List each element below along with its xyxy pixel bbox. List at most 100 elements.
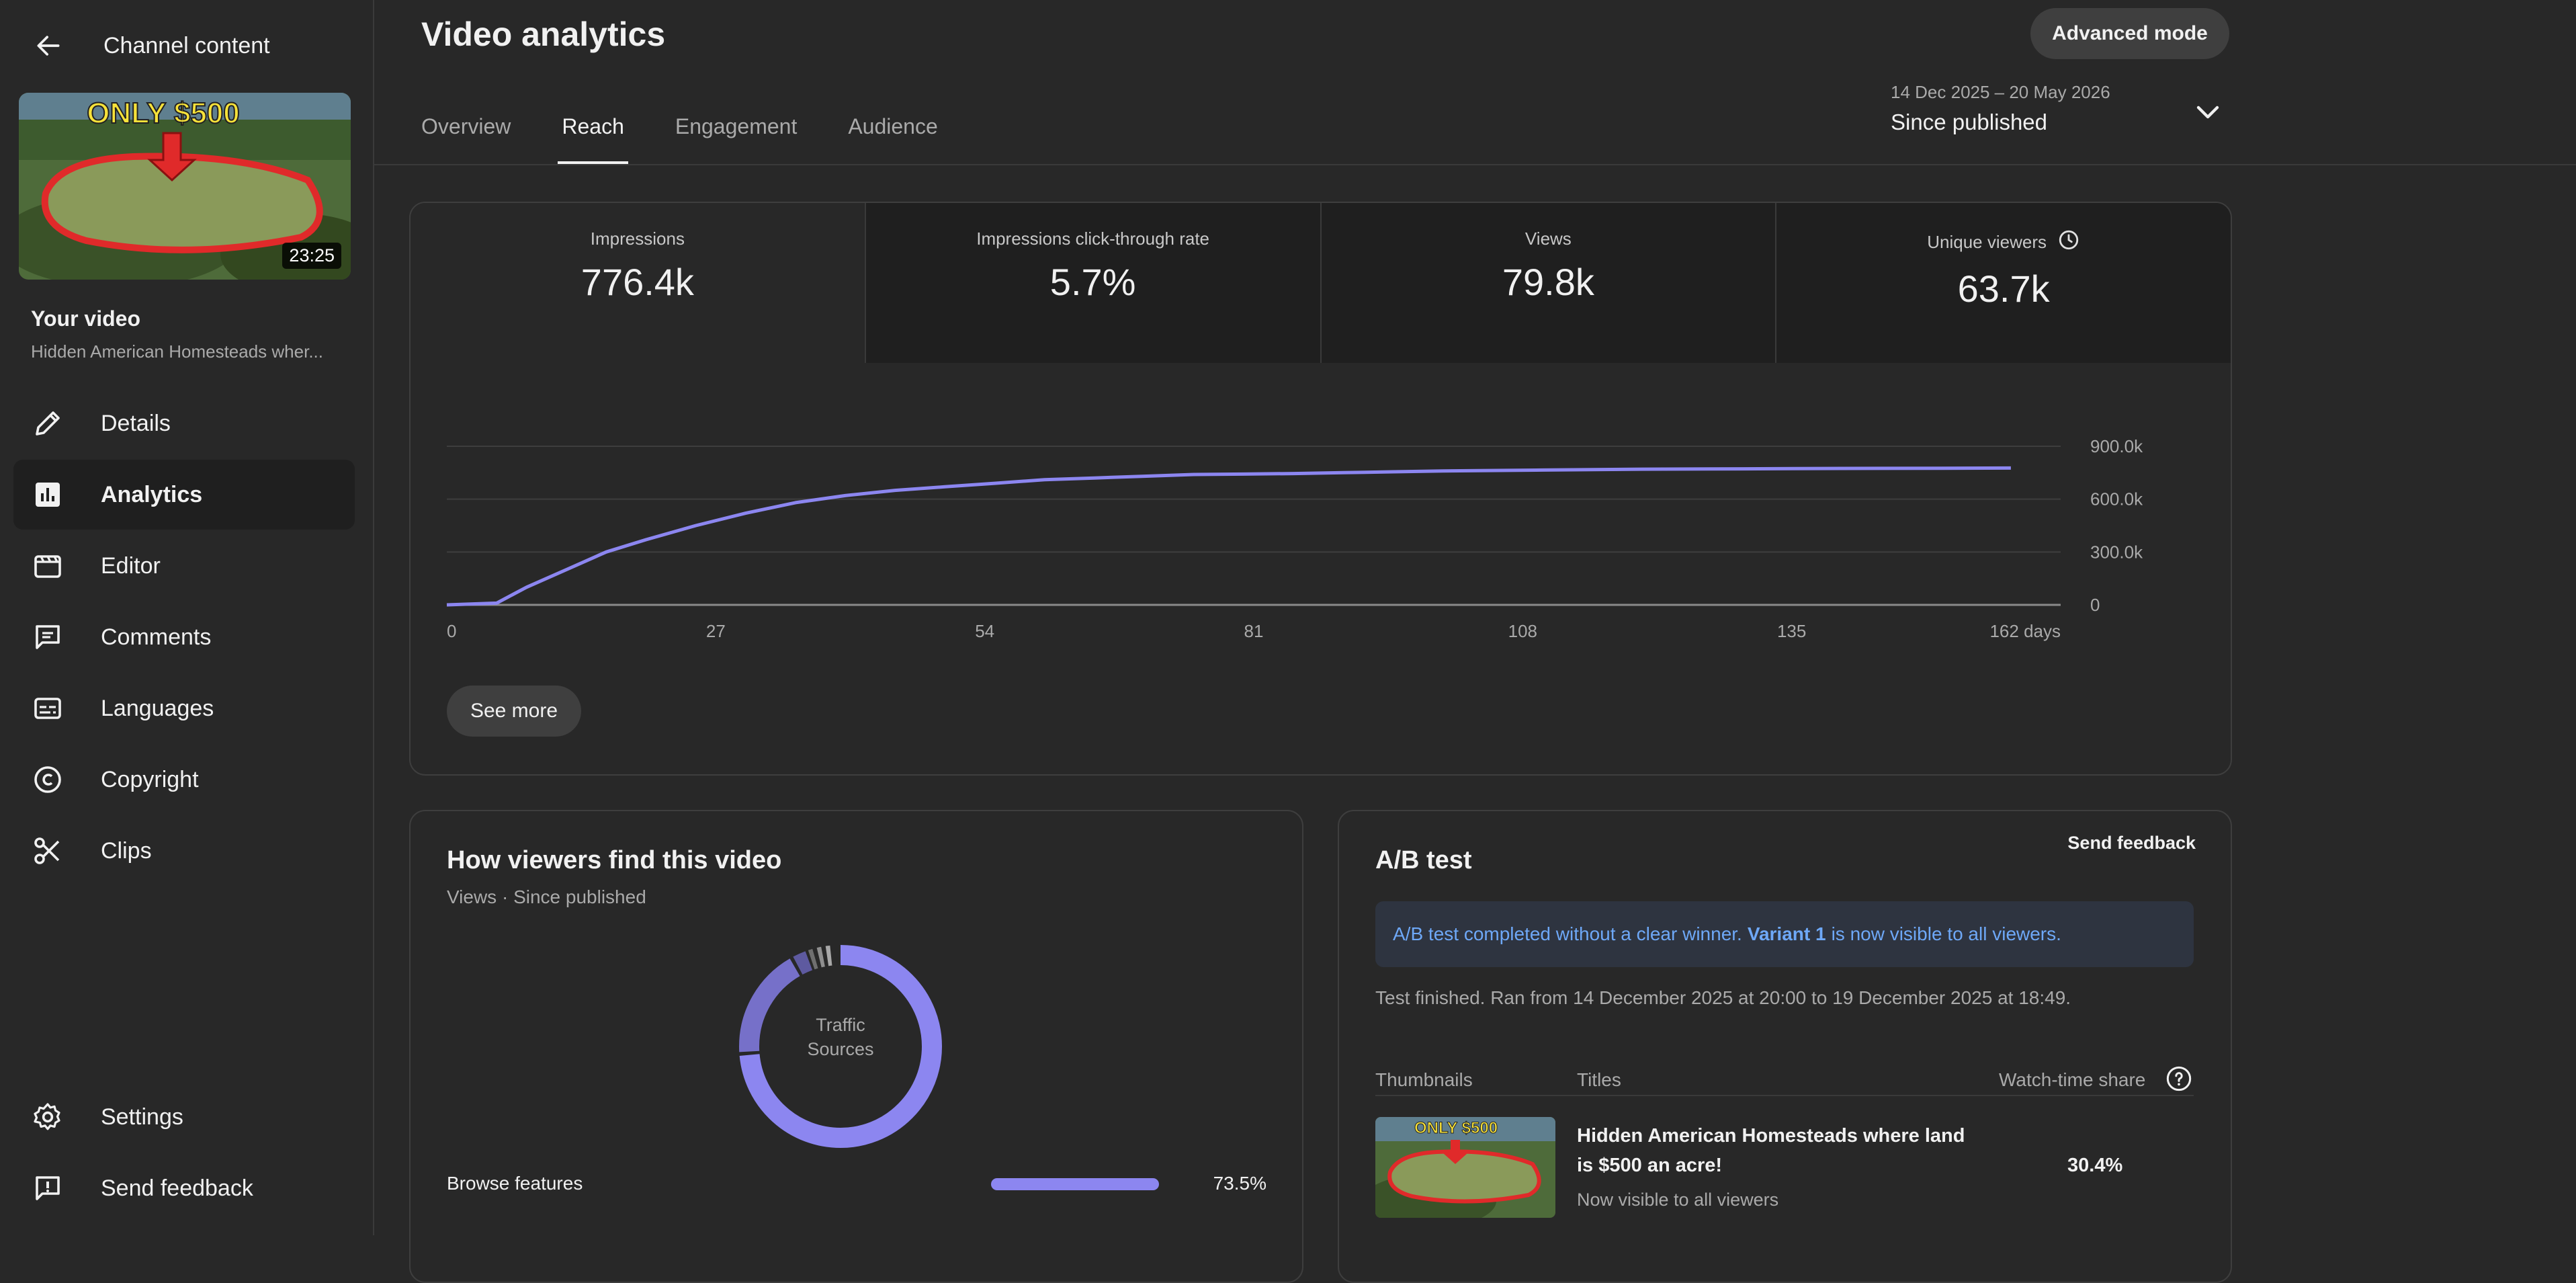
- donut-center-label: Traffic Sources: [740, 1013, 941, 1061]
- traffic-source-bar: [991, 1178, 1219, 1190]
- variant-status: Now visible to all viewers: [1577, 1190, 1779, 1210]
- traffic-source-name: Browse features: [447, 1173, 583, 1194]
- y-tick-label: 0: [2090, 595, 2100, 615]
- analytics-icon: [30, 477, 66, 513]
- see-more-button[interactable]: See more: [447, 686, 581, 737]
- x-tick-label: 135: [1777, 621, 1806, 641]
- donut-label-line1: Traffic: [816, 1015, 865, 1035]
- copyright-icon: [30, 761, 66, 798]
- variant-thumbnail-text: ONLY $500: [1414, 1119, 1498, 1137]
- metric-label: Impressions click-through rate: [976, 229, 1210, 249]
- sidebar-item-label: Comments: [101, 624, 212, 650]
- y-tick-label: 900.0k: [2090, 436, 2143, 456]
- metric-views[interactable]: Views 79.8k: [1320, 203, 1776, 363]
- sidebar-item-editor[interactable]: Editor: [13, 531, 355, 601]
- metric-label: Views: [1525, 229, 1572, 249]
- x-tick-label: 108: [1508, 621, 1537, 641]
- sidebar-item-details[interactable]: Details: [13, 388, 355, 458]
- traffic-sources-donut: [739, 945, 942, 1148]
- traffic-source-row[interactable]: Browse features 73.5%: [447, 1167, 1266, 1201]
- metric-value: 776.4k: [581, 261, 694, 303]
- variant-thumbnail: ONLY $500: [1375, 1117, 1555, 1218]
- sidebar-item-label: Clips: [101, 837, 152, 864]
- ab-test-card: A/B test Send feedback A/B test complete…: [1338, 810, 2232, 1283]
- x-tick-label: 27: [706, 621, 726, 641]
- metric-ctr[interactable]: Impressions click-through rate 5.7%: [864, 203, 1320, 363]
- subtitles-icon: [30, 690, 66, 727]
- sidebar-item-label: Details: [101, 410, 171, 436]
- pencil-icon: [30, 405, 66, 442]
- table-row[interactable]: ONLY $500 Hidden American Homesteads whe…: [1375, 1117, 2194, 1218]
- thumbnail-image: ONLY $500: [19, 93, 351, 280]
- ab-test-finished-text: Test finished. Ran from 14 December 2025…: [1375, 987, 2071, 1008]
- banner-text-end: is now visible to all viewers.: [1831, 923, 2061, 944]
- tab-reach[interactable]: Reach: [558, 101, 628, 165]
- video-title: Hidden American Homesteads wher...: [31, 341, 323, 362]
- back-arrow-icon[interactable]: [31, 28, 66, 63]
- x-tick-label: 54: [975, 621, 994, 641]
- traffic-source-bar-fill: [991, 1178, 1159, 1190]
- card-title: How viewers find this video: [447, 846, 782, 874]
- feedback-icon: [30, 1170, 66, 1206]
- your-video-heading: Your video: [31, 306, 140, 331]
- sidebar-item-analytics[interactable]: Analytics: [13, 460, 355, 530]
- y-tick-label: 300.0k: [2090, 542, 2143, 562]
- back-to-channel-content[interactable]: Channel content: [31, 27, 270, 65]
- traffic-sources-card: How viewers find this video Views · Sinc…: [409, 810, 1303, 1283]
- impressions-line-chart: 0 300.0k 600.0k 900.0k 0 27 54 81 108 135 162 days: [446, 436, 2143, 641]
- variant-watch-time-share: 30.4%: [2067, 1155, 2123, 1176]
- sidebar-item-copyright[interactable]: Copyright: [13, 745, 355, 815]
- date-range-text: 14 Dec 2025 – 20 May 2026: [1891, 82, 2110, 102]
- clock-icon: [2057, 229, 2080, 256]
- col-titles: Titles: [1577, 1069, 1621, 1090]
- y-tick-label: 600.0k: [2090, 489, 2143, 509]
- donut-segment-browse: [739, 945, 942, 1148]
- metric-value: 79.8k: [1502, 261, 1594, 303]
- tab-overview[interactable]: Overview: [421, 114, 511, 138]
- page-title: Video analytics: [421, 15, 666, 53]
- metric-unique-viewers[interactable]: Unique viewers 63.7k: [1775, 203, 2231, 363]
- ab-table-header: Thumbnails Titles Watch-time share: [1375, 1065, 2194, 1096]
- date-range-picker[interactable]: 14 Dec 2025 – 20 May 2026 Since publishe…: [1891, 82, 2110, 135]
- sidebar-item-label: Languages: [101, 695, 214, 721]
- date-range-label: Since published: [1891, 110, 2047, 134]
- metric-impressions[interactable]: Impressions 776.4k: [411, 203, 865, 363]
- chevron-down-icon[interactable]: [2192, 99, 2224, 130]
- sidebar-item-label: Copyright: [101, 766, 199, 792]
- sidebar-item-label: Settings: [101, 1104, 183, 1130]
- sidebar-item-comments[interactable]: Comments: [13, 602, 355, 672]
- x-tick-label: 0: [447, 621, 456, 641]
- metric-label: Unique viewers: [1927, 232, 2047, 252]
- sidebar-item-settings[interactable]: Settings: [13, 1082, 355, 1152]
- video-thumbnail[interactable]: ONLY $500 23:25: [19, 93, 351, 280]
- traffic-source-pct: 73.5%: [1213, 1173, 1266, 1194]
- reach-card: Impressions 776.4k Impressions click-thr…: [409, 202, 2232, 776]
- banner-text: A/B test completed without a clear winne…: [1393, 923, 1742, 944]
- col-thumbnails: Thumbnails: [1375, 1069, 1473, 1090]
- card-subtitle: Views · Since published: [447, 886, 646, 907]
- send-feedback-link[interactable]: Send feedback: [2067, 833, 2196, 853]
- sidebar-item-clips[interactable]: Clips: [13, 816, 355, 886]
- editor-icon: [30, 548, 66, 584]
- tab-audience[interactable]: Audience: [848, 114, 938, 138]
- donut-segment-suggested: [739, 945, 942, 1148]
- sidebar: Channel content ONLY $500 23:25 Your vid…: [0, 0, 374, 1235]
- banner-variant: Variant 1: [1747, 923, 1826, 944]
- sidebar-item-send-feedback[interactable]: Send feedback: [13, 1153, 355, 1223]
- tab-engagement[interactable]: Engagement: [675, 114, 798, 138]
- advanced-mode-button[interactable]: Advanced mode: [2030, 8, 2229, 59]
- metric-value: 5.7%: [1049, 261, 1136, 303]
- metric-label: Impressions: [590, 229, 685, 249]
- variant-title: Hidden American Homesteads where land is…: [1577, 1125, 1965, 1176]
- sidebar-item-label: Send feedback: [101, 1175, 253, 1201]
- x-tick-label: 162 days: [1989, 621, 2061, 641]
- scissors-icon: [30, 833, 66, 869]
- donut-label-line2: Sources: [807, 1039, 874, 1059]
- sidebar-item-languages[interactable]: Languages: [13, 673, 355, 743]
- video-duration: 23:25: [282, 243, 341, 269]
- help-icon[interactable]: [2165, 1065, 2192, 1097]
- back-label: Channel content: [103, 32, 270, 58]
- col-watch-time-share: Watch-time share: [1999, 1069, 2146, 1090]
- card-title: A/B test: [1375, 846, 1472, 874]
- comments-icon: [30, 619, 66, 655]
